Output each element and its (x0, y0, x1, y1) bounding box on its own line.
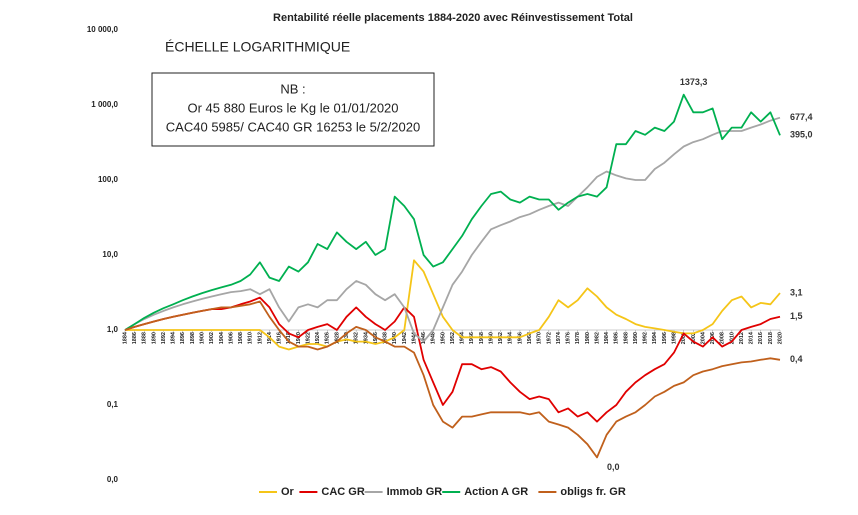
series-line (125, 259, 781, 351)
series-line (124, 300, 781, 459)
x-tick-label: 1928 (334, 332, 340, 344)
x-tick-label: 1996 (662, 332, 668, 344)
note-line: NB : (280, 81, 305, 96)
annotation: 0,0 (607, 462, 620, 472)
x-tick-label: 1916 (277, 332, 283, 344)
x-tick-label: 1986 (614, 332, 620, 344)
annotation: 1373,3 (680, 77, 708, 87)
x-tick-label: 1900 (200, 332, 206, 344)
x-tick-label: 2018 (768, 332, 774, 344)
x-tick-label: 1998 (671, 332, 677, 344)
x-tick-label: 2014 (749, 331, 755, 344)
legend-label: Action A GR (464, 486, 528, 498)
x-tick-label: 1982 (594, 332, 600, 344)
x-tick-label: 1966 (517, 332, 523, 344)
x-tick-label: 1974 (556, 331, 562, 344)
x-tick-label: 1932 (354, 332, 360, 344)
x-tick-label: 1888 (142, 332, 148, 344)
x-tick-label: 2000 (681, 332, 687, 344)
x-tick-label: 1898 (190, 332, 196, 344)
legend-label: Immob GR (387, 486, 443, 498)
series-line (124, 296, 781, 423)
x-tick-label: 1908 (238, 332, 244, 344)
x-tick-label: 1886 (132, 332, 138, 344)
x-tick-label: 1902 (209, 332, 215, 344)
x-tick-label: 1972 (546, 332, 552, 344)
x-tick-label: 1890 (151, 332, 157, 344)
annotation: 395,0 (790, 130, 813, 140)
x-tick-label: 1988 (623, 332, 629, 344)
legend-label: obligs fr. GR (560, 486, 625, 498)
x-tick-label: 1922 (305, 332, 311, 344)
x-tick-label: 1926 (325, 332, 331, 344)
x-tick-label: 1924 (315, 331, 321, 344)
x-tick-label: 1912 (257, 332, 263, 344)
x-tick-label: 1884 (122, 331, 128, 344)
x-tick-label: 1968 (527, 332, 533, 344)
x-tick-label: 2004 (700, 331, 706, 344)
chart-title: Rentabilité réelle placements 1884-2020 … (273, 12, 633, 24)
legend-label: CAC GR (321, 486, 364, 498)
annotation: 677,4 (790, 112, 813, 122)
x-tick-label: 2008 (720, 332, 726, 344)
x-tick-label: 1940 (392, 332, 398, 344)
x-tick-label: 1948 (431, 332, 437, 344)
note-line: Or 45 880 Euros le Kg le 01/01/2020 (187, 100, 398, 115)
x-tick-label: 1970 (537, 332, 543, 344)
y-tick-label: 0,0 (107, 475, 119, 484)
x-tick-label: 2016 (758, 332, 764, 344)
series-line (124, 93, 781, 331)
x-tick-label: 1896 (180, 332, 186, 344)
x-tick-label: 1918 (286, 332, 292, 344)
y-tick-label: 100,0 (98, 175, 119, 184)
x-tick-label: 1904 (219, 331, 225, 344)
x-tick-label: 2020 (777, 332, 783, 344)
annotation: 0,4 (790, 354, 803, 364)
x-tick-label: 1950 (440, 332, 446, 344)
x-tick-label: 1920 (296, 332, 302, 344)
x-tick-label: 1980 (585, 332, 591, 344)
x-tick-label: 1990 (633, 332, 639, 344)
x-tick-label: 1984 (604, 331, 610, 344)
x-tick-label: 1978 (575, 332, 581, 344)
x-tick-label: 2002 (691, 332, 697, 344)
chart-subtitle: ÉCHELLE LOGARITHMIQUE (165, 39, 350, 55)
x-tick-label: 1992 (643, 332, 649, 344)
note-line: CAC40 5985/ CAC40 GR 16253 le 5/2/2020 (166, 119, 420, 134)
x-tick-label: 1930 (344, 332, 350, 344)
x-tick-label: 1892 (161, 332, 167, 344)
annotation: 3,1 (790, 288, 803, 298)
y-tick-label: 1 000,0 (91, 100, 118, 109)
x-tick-label: 1942 (402, 332, 408, 344)
x-tick-label: 1952 (450, 332, 456, 344)
legend-label: Or (281, 486, 295, 498)
y-tick-label: 10,0 (102, 250, 118, 259)
y-tick-label: 1,0 (107, 325, 119, 334)
x-tick-label: 1934 (363, 331, 369, 344)
x-tick-label: 1976 (566, 332, 572, 344)
x-tick-label: 1938 (383, 332, 389, 344)
x-tick-label: 1894 (171, 331, 177, 344)
x-tick-label: 1994 (652, 331, 658, 344)
x-tick-label: 1944 (411, 331, 417, 344)
x-tick-label: 1906 (228, 332, 234, 344)
annotation: 1,5 (790, 311, 803, 321)
note-box (151, 72, 435, 147)
x-tick-label: 1946 (421, 332, 427, 344)
x-tick-label: 2012 (739, 332, 745, 344)
y-tick-label: 10 000,0 (87, 25, 119, 34)
x-tick-label: 1910 (248, 332, 254, 344)
series-line (124, 116, 781, 343)
y-tick-label: 0,1 (107, 400, 119, 409)
x-tick-label: 2010 (729, 332, 735, 344)
